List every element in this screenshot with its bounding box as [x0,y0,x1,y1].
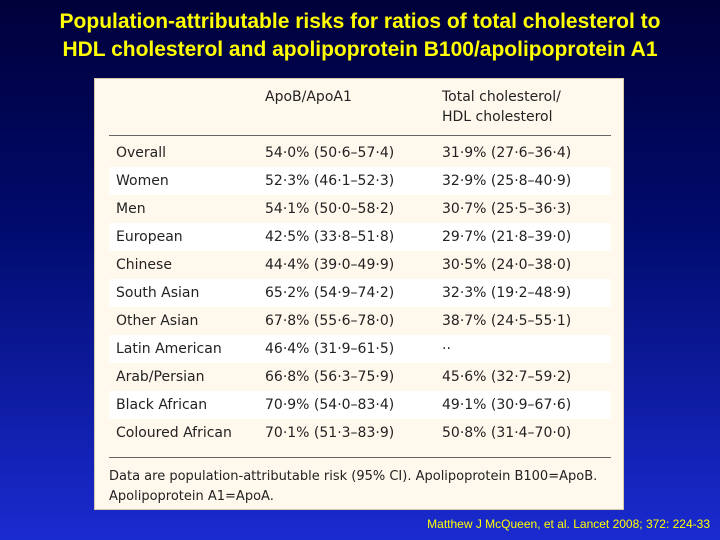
row-group-label: Overall [116,145,167,161]
table-panel: ApoB/ApoA1 Total cholesterol/ HDL choles… [94,78,624,510]
table-row: Chinese 44·4% (39·0–49·9) 30·5% (24·0–38·0… [109,251,611,279]
table-row: Overall 54·0% (50·6–57·4) 31·9% (27·6–36·4… [109,139,611,167]
column-header-total-cholesterol: Total cholesterol/ HDL cholesterol [442,87,561,127]
row-apob-value: 65·2% (54·9–74·2) [265,285,395,301]
row-apob-value: 54·0% (50·6–57·4) [265,145,395,161]
row-tc-value: 31·9% (27·6–36·4) [442,145,572,161]
table-row: Arab/Persian 66·8% (56·3–75·9) 45·6% (32·7… [109,363,611,391]
table-row: Black African 70·9% (54·0–83·4) 49·1% (30·… [109,391,611,419]
table-row: European 42·5% (33·8–51·8) 29·7% (21·8–39·… [109,223,611,251]
row-group-label: Black African [116,397,208,413]
table-row: Men 54·1% (50·0–58·2) 30·7% (25·5–36·3) [109,195,611,223]
row-group-label: Coloured African [116,425,232,441]
row-apob-value: 42·5% (33·8–51·8) [265,229,395,245]
row-apob-value: 52·3% (46·1–52·3) [265,173,395,189]
row-group-label: Other Asian [116,313,199,329]
row-tc-value: 49·1% (30·9–67·6) [442,397,572,413]
row-group-label: Chinese [116,257,172,273]
row-apob-value: 70·9% (54·0–83·4) [265,397,395,413]
row-group-label: Latin American [116,341,222,357]
row-tc-value: 30·5% (24·0–38·0) [442,257,572,273]
table-row: Other Asian 67·8% (55·6–78·0) 38·7% (24·5–… [109,307,611,335]
row-tc-value: 32·9% (25·8–40·9) [442,173,572,189]
table-row: Coloured African 70·1% (51·3–83·9) 50·8% (… [109,419,611,447]
row-apob-value: 66·8% (56·3–75·9) [265,369,395,385]
row-tc-value: 30·7% (25·5–36·3) [442,201,572,217]
row-group-label: Arab/Persian [116,369,205,385]
row-apob-value: 44·4% (39·0–49·9) [265,257,395,273]
row-tc-value: 29·7% (21·8–39·0) [442,229,572,245]
row-tc-value: 45·6% (32·7–59·2) [442,369,572,385]
slide-title-line-1: Population-attributable risks for ratios… [59,10,661,33]
row-apob-value: 46·4% (31·9–61·5) [265,341,395,357]
row-apob-value: 67·8% (55·6–78·0) [265,313,395,329]
table-row: Women 52·3% (46·1–52·3) 32·9% (25·8–40·9) [109,167,611,195]
slide-title-line-2: HDL cholesterol and apolipoprotein B100/… [62,38,658,61]
row-apob-value: 70·1% (51·3–83·9) [265,425,395,441]
column-header-line-1: Total cholesterol/ [442,89,561,105]
row-apob-value: 54·1% (50·0–58·2) [265,201,395,217]
row-group-label: Women [116,173,169,189]
table-row: Latin American 46·4% (31·9–61·5) ·· [109,335,611,363]
row-tc-value: ·· [442,341,451,357]
row-group-label: South Asian [116,285,200,301]
citation: Matthew J McQueen, et al. Lancet 2008; 3… [427,517,710,531]
footnote-line-2: Apolipoprotein A1=ApoA. [109,489,274,504]
table-row: South Asian 65·2% (54·9–74·2) 32·3% (19·2–… [109,279,611,307]
footnote-line-1: Data are population-attributable risk (9… [109,469,598,484]
table-body: Overall 54·0% (50·6–57·4) 31·9% (27·6–36·4… [109,139,611,447]
header-divider [109,135,611,136]
column-header-apob-apoa1: ApoB/ApoA1 [265,89,352,105]
row-tc-value: 50·8% (31·4–70·0) [442,425,572,441]
row-group-label: European [116,229,183,245]
row-tc-value: 38·7% (24·5–55·1) [442,313,572,329]
row-tc-value: 32·3% (19·2–48·9) [442,285,572,301]
footnote-divider [109,457,611,458]
slide-title: Population-attributable risks for ratios… [0,8,720,64]
row-group-label: Men [116,201,146,217]
table-footnote: Data are population-attributable risk (9… [109,467,611,507]
column-header-line-2: HDL cholesterol [442,109,553,125]
